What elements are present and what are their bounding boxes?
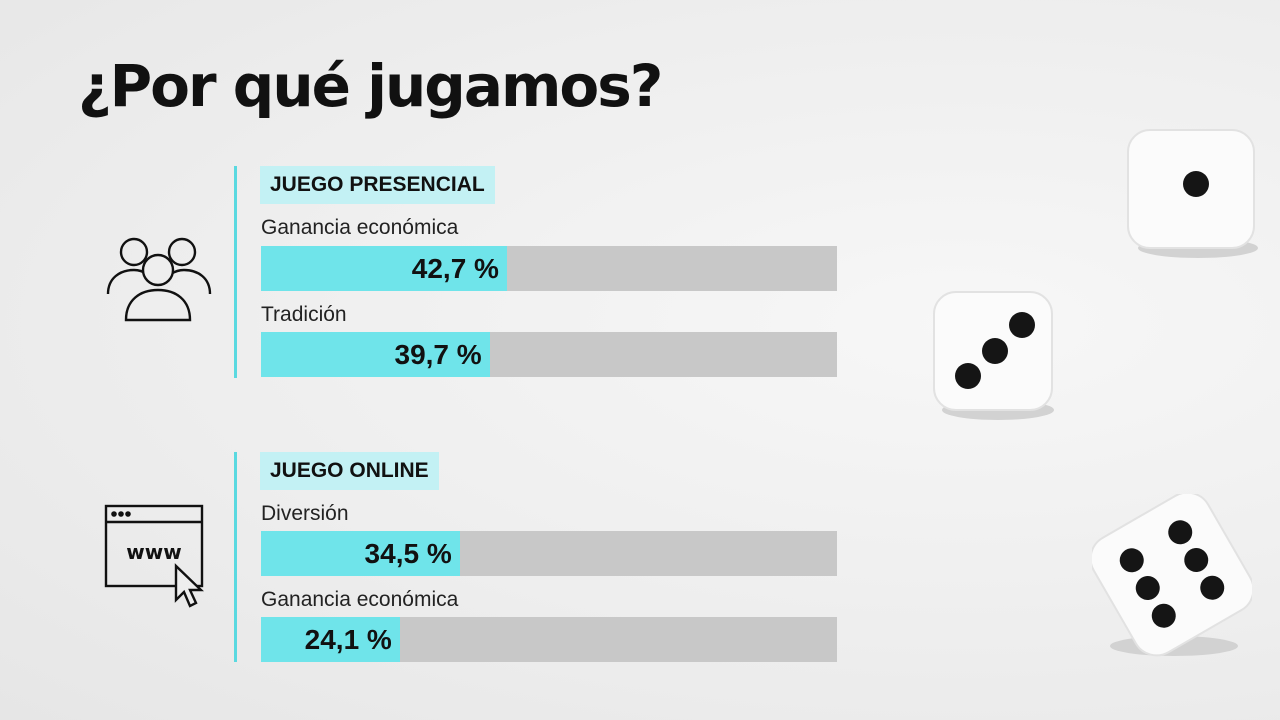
bar-value: 34,5 % (364, 537, 452, 569)
page-title: ¿Por qué jugamos? (78, 52, 663, 120)
bar-value: 42,7 % (411, 252, 499, 284)
bar-fill: 39,7 % (261, 332, 490, 377)
bar-fill: 24,1 % (261, 617, 400, 662)
bar-label: Diversión (261, 502, 349, 525)
bar-fill: 42,7 % (261, 246, 507, 291)
people-group-icon (106, 237, 212, 322)
die-one-image (1127, 129, 1258, 258)
die-six-image (1092, 494, 1252, 657)
group-badge: JUEGO PRESENCIAL (260, 166, 495, 204)
die-three-image (933, 291, 1054, 420)
group-juego-presencial: JUEGO PRESENCIAL Ganancia económica 42,7… (234, 166, 857, 378)
bar-track: 39,7 % (261, 332, 837, 377)
bar-label: Ganancia económica (261, 216, 459, 239)
bar-label: Tradición (261, 303, 347, 326)
svg-text:www: www (126, 540, 181, 564)
browser-www-cursor-icon: www (104, 504, 204, 608)
bar-track: 42,7 % (261, 246, 837, 291)
group-juego-online: JUEGO ONLINE Diversión 34,5 % Ganancia e… (234, 452, 857, 662)
bar-fill: 34,5 % (261, 531, 460, 576)
group-badge: JUEGO ONLINE (260, 452, 439, 490)
bar-track: 34,5 % (261, 531, 837, 576)
bar-label: Ganancia económica (261, 588, 459, 611)
bar-value: 24,1 % (304, 623, 392, 655)
bar-value: 39,7 % (394, 338, 482, 370)
bar-track: 24,1 % (261, 617, 837, 662)
